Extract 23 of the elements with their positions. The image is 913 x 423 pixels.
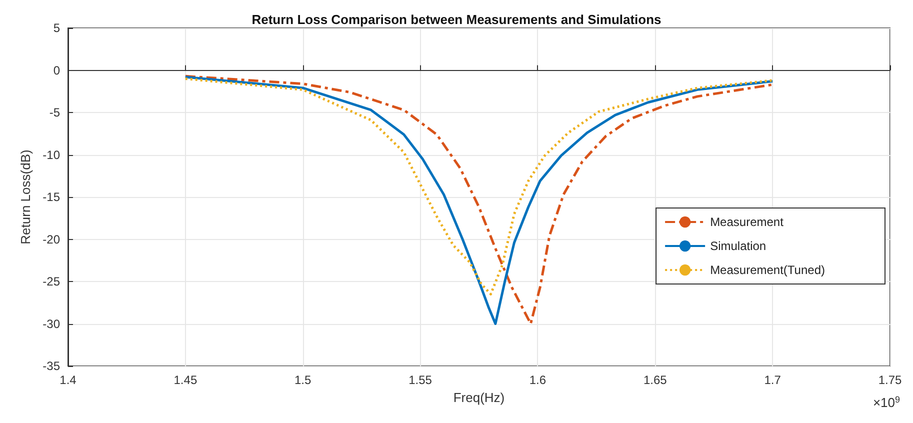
x-tick-label: 1.55: [408, 373, 432, 387]
x-tick-label: 1.6: [529, 373, 546, 387]
y-tick-label: 0: [53, 63, 60, 78]
x-tick-label: 1.65: [643, 373, 668, 387]
legend-label: Measurement: [710, 215, 784, 229]
y-tick-label: -35: [42, 359, 60, 373]
x-tick-label: 1.45: [174, 373, 198, 387]
legend-label: Measurement(Tuned): [710, 263, 826, 277]
x-tick-label: 1.5: [294, 373, 312, 387]
y-tick-label: -20: [42, 232, 60, 246]
y-tick-label: -5: [49, 106, 60, 120]
chart-title: Return Loss Comparison between Measurements and Simulations: [252, 12, 662, 27]
x-tick-label: 1.75: [878, 373, 902, 387]
x-tick-label: 1.7: [764, 373, 782, 387]
y-tick-label: -25: [42, 274, 60, 288]
legend-label: Simulation: [710, 239, 766, 253]
y-tick-label: -30: [42, 316, 60, 331]
y-tick-label: 5: [53, 21, 60, 35]
y-tick-label: -15: [42, 190, 60, 204]
y-axis-title: Return Loss(dB): [18, 150, 33, 244]
x-axis-title: Freq(Hz): [453, 390, 505, 405]
y-tick-label: -10: [42, 148, 60, 162]
x-tick-label: 1.4: [60, 373, 77, 387]
